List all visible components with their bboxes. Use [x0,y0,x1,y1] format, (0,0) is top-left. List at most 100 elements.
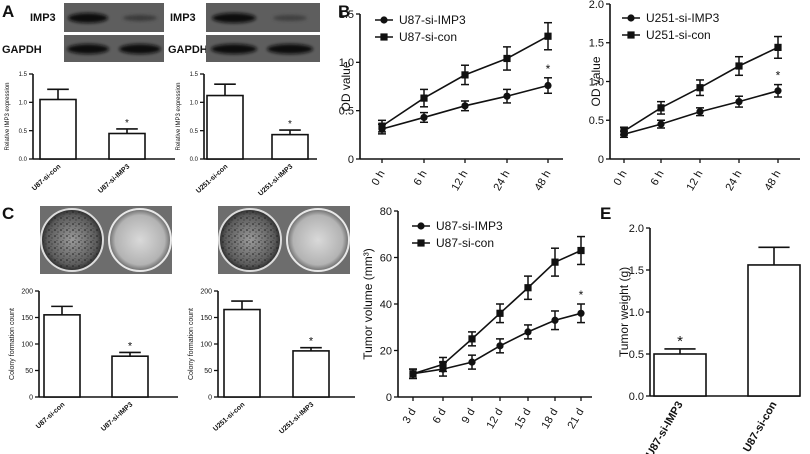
significance-mark: * [546,62,551,76]
x-tick-label: 6 d [431,407,449,426]
x-tick-label: U87-si-IMP3 [97,163,131,195]
y-tick-label: 0 [386,392,392,404]
y-tick-label: 2.0 [629,223,644,235]
y-tick-label: 200 [21,288,33,295]
y-tick-label: 1.0 [19,100,28,106]
x-tick-label: 3 d [401,407,419,426]
data-point [696,108,704,116]
y-axis-label: Tumor weight (g) [617,267,631,357]
x-tick-label: U87-si-IMP3 [644,400,686,454]
y-tick-label: 0.5 [190,129,199,135]
data-point [696,84,704,92]
legend-marker [417,239,425,247]
y-tick-label: 0.0 [19,157,28,163]
y-tick-label: 80 [380,206,392,218]
data-point [420,94,428,102]
significance-mark: * [288,119,292,130]
colony-dish-photo-u87 [40,206,172,274]
y-tick-label: 0 [208,394,212,401]
y-tick-label: 200 [200,288,212,295]
data-point [774,43,782,51]
blot-band [119,44,161,54]
line-chart-b2: 0 0.5 1.0 1.5 2.0 OD value 0 h 6 h 12 h 24 h 48 h U… [589,0,800,193]
data-point [657,104,665,112]
y-tick-label: 2.0 [589,0,604,11]
y-tick-label: 1.5 [190,72,199,78]
y-tick-label: 0 [598,154,604,166]
bar [653,353,707,397]
legend-marker [417,222,425,230]
colony-dish-photo-u251 [218,206,350,274]
y-axis-label: Tumor volume (mm³) [361,248,375,360]
data-point [503,54,511,63]
y-tick-label: 1.0 [190,100,199,106]
legend-marker [380,33,388,41]
x-tick-label: 6 h [412,169,430,188]
y-tick-label: 1.0 [339,57,354,69]
data-point [620,127,628,135]
legend-marker [380,16,388,24]
x-tick-label: 0 h [612,169,630,188]
y-tick-label: 0 [348,154,354,166]
x-tick-label: U251-si-IMP3 [257,163,294,197]
y-tick-label: 150 [200,315,212,322]
data-point [496,342,504,350]
data-point [735,62,743,70]
x-tick-label: 24 h [723,169,744,194]
data-point [551,316,559,324]
y-tick-label: 1.0 [589,76,604,88]
y-tick-label: 100 [21,341,33,348]
panel-label-c: C [2,204,14,223]
colony-speckles [43,211,101,269]
y-tick-label: 1.5 [339,9,354,21]
x-tick-label: 0 h [370,169,388,188]
panel-label-b: B [338,2,350,21]
data-point [657,120,665,128]
bar [292,350,330,398]
blot-label-gapdh: GAPDH [2,44,42,56]
y-tick-label: 50 [204,368,212,375]
data-point [524,328,532,336]
y-tick-label: 1.0 [629,307,644,319]
bar-chart-e: 0.0 0.5 1.0 1.5 2.0 Tumor weight (g) U87-si-IM… [617,223,801,454]
legend-label: U87-si-con [399,30,457,44]
y-axis-label: Colony formation count [188,308,195,380]
y-tick-label: 20 [380,345,392,357]
y-tick-label: 1.5 [629,265,644,277]
bar [271,133,309,160]
bar [747,264,801,397]
x-tick-label: 6 h [649,169,667,188]
legend-label: U87-si-IMP3 [436,219,503,233]
significance-mark: * [125,118,129,129]
bar [111,355,149,398]
data-point [409,370,417,378]
bar [43,314,81,398]
data-point [468,358,476,366]
y-tick-label: 0.0 [629,391,644,403]
y-tick-label: 40 [380,299,392,311]
data-point [496,309,504,317]
y-tick-label: 0.5 [19,129,28,135]
data-point [577,309,585,317]
colony-dish [286,208,350,272]
x-tick-label: U251-si-con [195,163,229,195]
data-point [524,284,532,292]
data-point [503,92,511,100]
western-blot-u251: IMP3 GAPDH [168,3,320,62]
y-tick-label: 0.5 [589,115,604,127]
legend-marker [627,31,635,39]
significance-mark: * [776,69,781,83]
legend-label: U87-si-con [436,236,494,250]
x-tick-label: U87-si-con [741,399,780,454]
y-tick-label: 0.5 [339,106,354,118]
y-tick-label: 0 [29,394,33,401]
blot-band [267,44,313,54]
data-point [551,258,559,266]
y-tick-label: 100 [200,341,212,348]
x-tick-label: 24 h [491,169,512,194]
western-blot-u87: IMP3 GAPDH [2,3,164,62]
data-point [544,81,552,90]
x-tick-label: U87-si-con [35,401,66,430]
x-tick-label: 12 d [484,407,505,432]
bar [223,308,261,398]
